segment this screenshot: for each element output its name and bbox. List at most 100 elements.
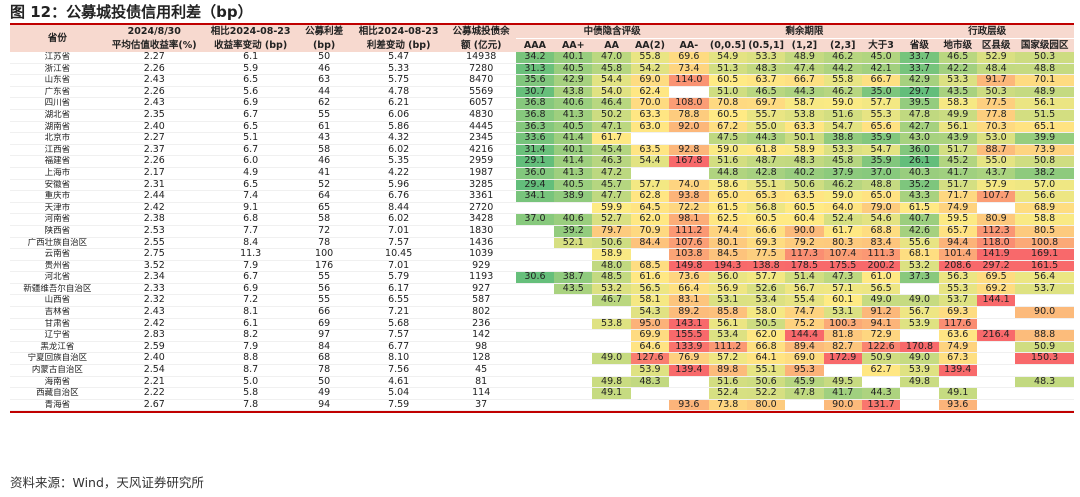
value-cell: 58.9 xyxy=(592,248,631,261)
value-cell xyxy=(515,237,555,250)
value-cell: 1039 xyxy=(446,248,516,261)
value-cell: 48.8 xyxy=(1015,63,1074,76)
table-row: 浙江省 2.26 5.9 46 5.33 7280 31.3 40.5 45.8 54.2 73.4… xyxy=(10,63,1074,76)
header-balance: 公募城投债余 xyxy=(446,25,516,39)
value-cell: 208.6 xyxy=(938,260,977,273)
value-cell: 117.3 xyxy=(785,248,824,261)
value-cell: 46.3 xyxy=(592,155,631,168)
value-cell: 100 xyxy=(297,248,351,261)
value-cell: 61.0 xyxy=(861,271,901,284)
header-admin-level: 行政层级 xyxy=(900,25,1074,39)
value-cell: 62.5 xyxy=(708,213,747,226)
value-cell: 56.0 xyxy=(708,271,747,284)
value-cell: 5.86 xyxy=(350,121,447,134)
value-cell: 90.0 xyxy=(823,399,862,412)
value-cell xyxy=(554,376,593,389)
value-cell: 53.3 xyxy=(746,52,786,64)
value-cell: 2.27 xyxy=(104,52,204,64)
value-cell: 2.40 xyxy=(104,121,204,134)
value-cell: 77.5 xyxy=(976,97,1016,110)
value-cell: 802 xyxy=(446,306,516,319)
value-cell: 56.1 xyxy=(1015,97,1074,110)
province-cell: 云南省 xyxy=(10,248,105,261)
value-cell: 2.27 xyxy=(104,132,204,145)
value-cell: 100.3 xyxy=(823,318,862,331)
table-row: 贵州省 3.52 7.9 176 7.01 929 48.0 68.5 149.8 194.3 13… xyxy=(10,260,1074,273)
value-cell: 68.8 xyxy=(861,225,901,238)
value-cell: 36.0 xyxy=(515,167,555,180)
value-cell: 4.9 xyxy=(203,167,298,180)
value-cell: 36.8 xyxy=(515,97,555,110)
value-cell xyxy=(823,364,862,377)
value-cell: 49.1 xyxy=(592,387,631,400)
value-cell: 47.5 xyxy=(708,132,747,145)
value-cell: 70.9 xyxy=(630,225,670,238)
value-cell: 51.7 xyxy=(938,144,977,157)
value-cell: 52.7 xyxy=(592,213,631,226)
value-cell xyxy=(554,248,593,261)
value-cell: 7.57 xyxy=(350,237,447,250)
value-cell: 59.0 xyxy=(708,144,747,157)
value-cell: 50.3 xyxy=(1015,52,1074,64)
value-cell: 53.8 xyxy=(592,318,631,331)
value-cell: 43.5 xyxy=(938,86,977,99)
value-cell: 76.9 xyxy=(669,352,709,366)
value-cell xyxy=(669,86,709,99)
value-cell: 38.8 xyxy=(823,132,862,145)
value-cell: 49.5 xyxy=(823,376,862,389)
value-cell: 2.59 xyxy=(104,341,204,354)
value-cell: 50 xyxy=(297,52,351,64)
value-cell: 93.8 xyxy=(669,190,709,203)
value-cell: 46 xyxy=(297,155,351,168)
value-cell: 50.6 xyxy=(592,237,631,250)
value-cell xyxy=(515,387,555,400)
value-cell: 50.3 xyxy=(976,86,1016,99)
value-cell: 65.7 xyxy=(938,225,977,238)
value-cell: 56 xyxy=(297,283,351,296)
value-cell xyxy=(592,341,631,354)
value-cell: 92.8 xyxy=(669,144,709,157)
value-cell: 60.5 xyxy=(785,202,824,215)
value-cell: 94 xyxy=(297,399,351,412)
value-cell: 52.6 xyxy=(746,283,786,296)
value-cell: 36.0 xyxy=(900,144,939,157)
value-cell: 297.2 xyxy=(976,260,1016,273)
value-cell: 127.6 xyxy=(630,352,670,366)
province-cell: 湖北省 xyxy=(10,109,105,122)
value-cell xyxy=(976,352,1016,366)
value-cell: 69.6 xyxy=(669,52,709,64)
header-remaining-term: 剩余期限 xyxy=(708,25,901,39)
value-cell: 45.8 xyxy=(592,63,631,76)
value-cell: 78.8 xyxy=(669,109,709,122)
value-cell: 85.8 xyxy=(708,306,747,319)
value-cell: 53.1 xyxy=(823,306,862,319)
table-row: 内蒙古自治区 2.54 8.7 78 7.56 45 53.9 139.4 89.8 55.1 95… xyxy=(10,364,1074,377)
value-cell: 40.1 xyxy=(554,144,593,157)
value-cell xyxy=(976,341,1016,354)
value-cell: 30.6 xyxy=(515,271,555,284)
value-cell: 4216 xyxy=(446,144,516,157)
value-cell: 51.4 xyxy=(785,271,824,284)
value-cell: 65.6 xyxy=(861,121,901,134)
header-term-1-2: (1,2] xyxy=(785,38,824,52)
value-cell xyxy=(630,167,670,180)
spread-table: 省份 2024/8/30 相比2024-08-23 公募利差 相比2024-08… xyxy=(10,23,1074,414)
value-cell: 69.0 xyxy=(785,352,824,366)
value-cell: 107.4 xyxy=(823,248,862,261)
header-term-05-1: (0.5,1] xyxy=(746,38,786,52)
value-cell xyxy=(554,294,593,308)
header-aa-2: AA(2) xyxy=(630,38,670,52)
value-cell: 53.9 xyxy=(900,364,939,377)
value-cell: 6.0 xyxy=(203,155,298,168)
value-cell: 39.5 xyxy=(900,97,939,110)
province-cell: 广西壮族自治区 xyxy=(10,237,105,250)
value-cell: 6.76 xyxy=(350,190,447,203)
table-row: 江苏省 2.27 6.1 50 5.47 14938 34.2 40.1 47.0 55.8 69.… xyxy=(10,52,1074,64)
value-cell: 58.6 xyxy=(708,179,747,192)
value-cell: 58.3 xyxy=(938,97,977,110)
value-cell: 52.1 xyxy=(554,237,593,250)
value-cell: 62.0 xyxy=(630,213,670,226)
value-cell: 58 xyxy=(297,144,351,157)
value-cell xyxy=(515,399,555,412)
province-cell: 黑龙江省 xyxy=(10,341,105,354)
